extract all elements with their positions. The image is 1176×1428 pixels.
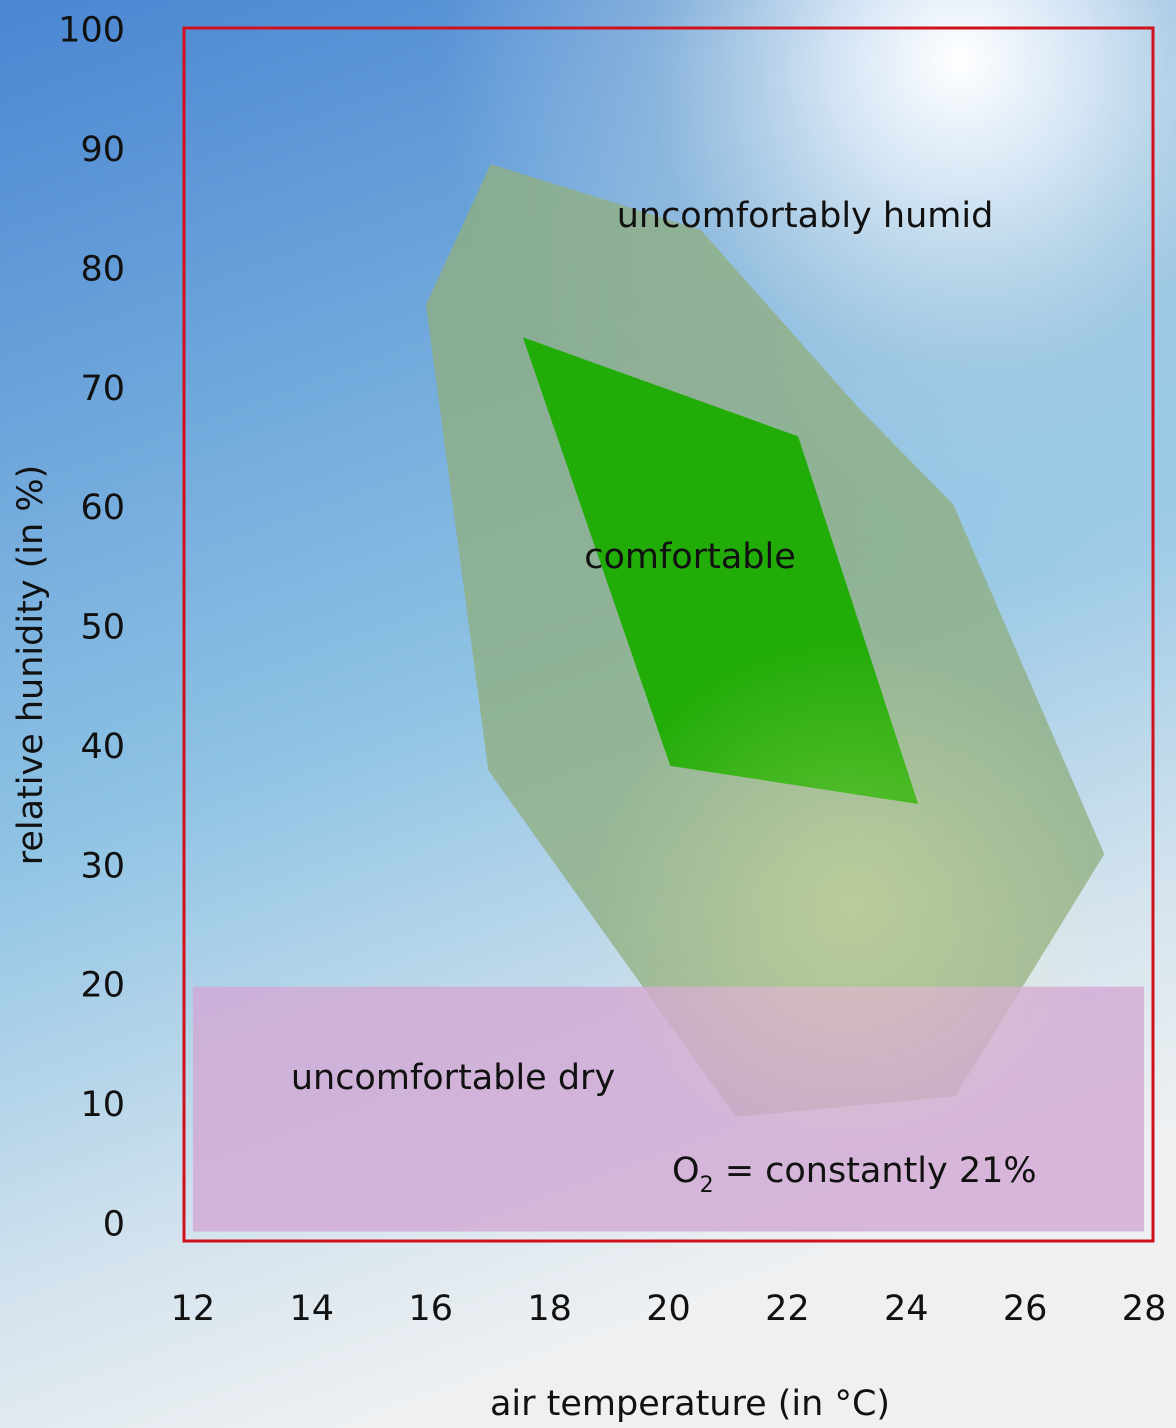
x-axis-title: air temperature (in °C): [490, 1384, 890, 1424]
o2-note: O2 = constantly 21%: [672, 1151, 1037, 1198]
x-tick-label: 18: [527, 1289, 572, 1329]
y-tick-label: 90: [80, 130, 125, 170]
y-tick-label: 100: [58, 11, 125, 51]
x-tick-label: 16: [408, 1289, 453, 1329]
plot-frame: [182, 26, 1155, 1243]
annotation: uncomfortably humid: [617, 196, 994, 236]
note-rest: = constantly 21%: [714, 1151, 1037, 1191]
y-tick-label: 40: [80, 727, 125, 767]
y-tick-label: 10: [80, 1085, 125, 1125]
y-axis-title: relative hunidity (in %): [11, 465, 51, 866]
annotation: comfortable: [584, 537, 796, 577]
y-tick-label: 30: [80, 846, 125, 886]
y-tick-label: 0: [103, 1204, 125, 1244]
x-tick-label: 20: [646, 1289, 691, 1329]
annotation: uncomfortable dry: [291, 1058, 615, 1098]
y-tick-label: 70: [80, 369, 125, 409]
x-tick-label: 12: [171, 1289, 216, 1329]
x-tick-label: 22: [765, 1289, 810, 1329]
note-text: O: [672, 1151, 700, 1191]
x-tick-label: 28: [1122, 1289, 1167, 1329]
note-subscript: 2: [700, 1173, 714, 1198]
y-tick-label: 80: [80, 249, 125, 289]
y-tick-label: 50: [80, 608, 125, 648]
x-tick-label: 26: [1003, 1289, 1048, 1329]
y-tick-label: 20: [80, 966, 125, 1006]
y-tick-label: 60: [80, 488, 125, 528]
x-tick-label: 14: [290, 1289, 335, 1329]
x-tick-label: 24: [884, 1289, 929, 1329]
